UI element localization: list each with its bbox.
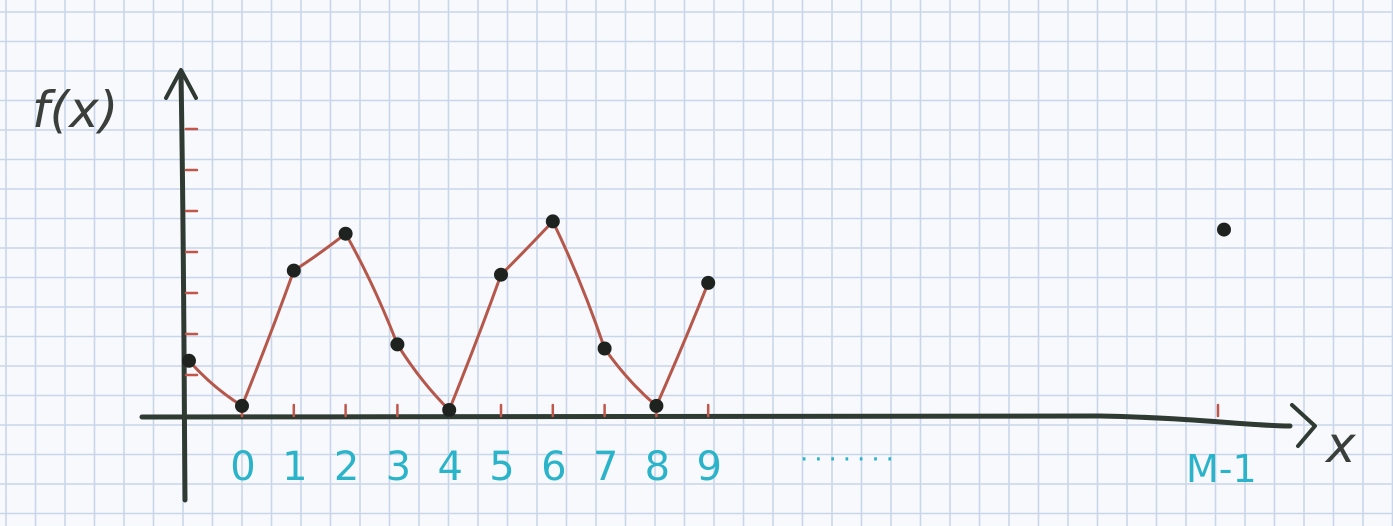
y-axis bbox=[178, 72, 188, 503]
curve-segment bbox=[344, 232, 399, 346]
x-tick-label: 7 bbox=[593, 444, 618, 490]
y-axis-ticks bbox=[184, 127, 199, 377]
curve-segment bbox=[654, 281, 710, 408]
data-point bbox=[1217, 222, 1231, 237]
data-point bbox=[235, 398, 249, 413]
data-point bbox=[286, 263, 301, 278]
data-point bbox=[442, 403, 457, 417]
data-points bbox=[182, 214, 1231, 417]
x-tick-label: 5 bbox=[489, 444, 514, 490]
x-tick-label: 3 bbox=[386, 444, 411, 490]
curve-segment bbox=[240, 269, 296, 408]
curve-segment bbox=[187, 359, 244, 408]
data-point bbox=[597, 341, 612, 356]
x-tick-label: 4 bbox=[437, 444, 462, 490]
y-axis-label: f(x) bbox=[32, 81, 118, 139]
curve-segment bbox=[551, 219, 607, 350]
curve-segment bbox=[395, 342, 451, 412]
x-tick-label: 9 bbox=[696, 444, 721, 490]
data-point bbox=[182, 353, 196, 368]
x-tick-label: 6 bbox=[541, 444, 566, 490]
data-point bbox=[701, 275, 716, 290]
x-tick-label: 1 bbox=[282, 444, 307, 490]
curve-segment bbox=[603, 347, 658, 408]
data-point bbox=[494, 267, 508, 282]
data-point bbox=[338, 226, 353, 241]
x-axis bbox=[139, 413, 1293, 429]
function-curve bbox=[187, 219, 710, 412]
x-tick-label: 2 bbox=[334, 444, 359, 490]
data-point bbox=[545, 214, 560, 229]
x-tick-label: 0 bbox=[230, 444, 255, 490]
x-tick-label: 8 bbox=[645, 444, 670, 490]
x-axis-label: x bbox=[1324, 416, 1356, 474]
data-point bbox=[390, 337, 405, 352]
curve-segment bbox=[447, 273, 503, 412]
ellipsis-label: ······· bbox=[800, 445, 900, 475]
x-axis-arrow-icon bbox=[1290, 403, 1317, 448]
last-tick-label: M-1 bbox=[1186, 447, 1257, 491]
y-axis-arrow-icon bbox=[164, 68, 198, 100]
data-point bbox=[649, 398, 664, 413]
